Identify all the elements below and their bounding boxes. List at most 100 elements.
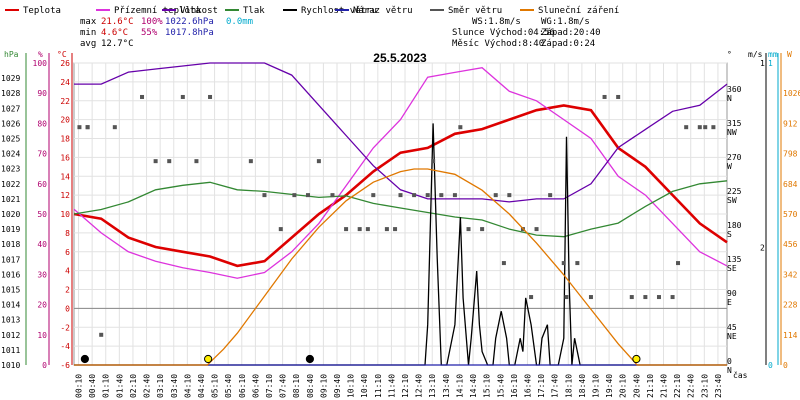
wind-direction-point — [643, 295, 648, 300]
stats-sun: Slunce Východ:04:56 — [452, 28, 555, 38]
wind-direction-point — [711, 125, 716, 130]
wind-direction-point — [458, 125, 463, 130]
hpa-tick-label: 1021 — [1, 195, 20, 204]
temp-tick-label: 12 — [60, 191, 70, 200]
grid — [73, 62, 728, 366]
temp-tick-label: -2 — [60, 323, 70, 332]
hpa-tick-label: 1015 — [1, 286, 20, 295]
x-tick-label: 20:40 — [632, 374, 641, 398]
stats-min-hum: 55% — [141, 28, 158, 38]
dir-tick-label: N — [727, 94, 732, 103]
x-tick-label: 19:40 — [605, 374, 614, 398]
tlak-line — [73, 180, 728, 238]
solar-tick-label: 912 — [783, 119, 798, 128]
hpa-tick-label: 1022 — [1, 180, 20, 189]
wind-direction-point — [167, 159, 172, 164]
wind-direction-point — [208, 94, 213, 99]
wind-direction-point — [501, 261, 506, 266]
wind-direction-point — [330, 193, 335, 198]
pct-tick-label: 20 — [37, 301, 47, 310]
wind-direction-point — [398, 193, 403, 198]
x-tick-label: 08:10 — [292, 374, 301, 398]
stats-wg: WG:1.8m/s — [541, 17, 590, 27]
hpa-tick-label: 1028 — [1, 89, 20, 98]
temp-tick-label: 8 — [65, 229, 70, 238]
hpa-tick-label: 1019 — [1, 225, 20, 234]
temp-tick-label: -6 — [60, 361, 70, 370]
wind-direction-point — [99, 332, 104, 337]
x-tick-label: 19:10 — [591, 374, 600, 398]
wind-direction-point — [697, 125, 702, 130]
wind-direction-point — [262, 193, 267, 198]
wind-direction-point — [425, 193, 430, 198]
wind-direction-point — [77, 125, 82, 130]
x-tick-label: 00:40 — [88, 374, 97, 398]
dir-tick-label: SW — [727, 196, 737, 205]
x-tick-label: 23:40 — [714, 374, 723, 398]
x-tick-label: 09:10 — [319, 374, 328, 398]
x-tick-label: 11:10 — [374, 374, 383, 398]
wind-direction-point — [588, 295, 593, 300]
wind-direction-point — [393, 227, 398, 232]
x-tick-label: 22:40 — [687, 374, 696, 398]
rain-tick-label: 0 — [768, 361, 773, 370]
x-tick-label: 03:10 — [156, 374, 165, 398]
solar-tick-label: 798 — [783, 150, 798, 159]
legend-label: Směr větru — [448, 6, 502, 16]
x-tick-label: 16:10 — [510, 374, 519, 398]
x-tick-label: 15:40 — [496, 374, 505, 398]
wind-direction-point — [153, 159, 158, 164]
vlhkost-line — [74, 62, 728, 203]
hpa-tick-label: 1025 — [1, 135, 20, 144]
temp-tick-label: 0 — [65, 304, 70, 313]
x-tick-label: 13:40 — [442, 374, 451, 398]
x-tick-label: 01:40 — [115, 374, 124, 398]
wind-direction-point — [112, 125, 117, 130]
wind-direction-point — [85, 125, 90, 130]
legend-label: Přízemní teplota — [114, 6, 201, 16]
x-tick-label: 05:40 — [224, 374, 233, 398]
wind-direction-point — [602, 94, 607, 99]
dir-tick-label: NE — [727, 332, 737, 341]
solar-tick-label: 0 — [783, 361, 788, 370]
temp-tick-label: 18 — [60, 135, 70, 144]
x-tick-label: 13:10 — [428, 374, 437, 398]
x-tick-label: 17:10 — [537, 374, 546, 398]
right-axes: ° m/s mm W0N45NE90E135SE180S225SW270W315NW3… — [727, 50, 800, 375]
stats-max-temp: 21.6°C — [101, 17, 134, 27]
legend-label: Vlhkost — [180, 6, 218, 16]
legend-label: Sluneční záření — [538, 5, 619, 16]
wind-direction-point — [670, 295, 675, 300]
temp-tick-label: 6 — [65, 248, 70, 257]
stats-min-temp: 4.6°C — [101, 28, 128, 38]
wind-direction-point — [507, 193, 512, 198]
wind-direction-point — [371, 193, 376, 198]
stats-panel: max 21.6°C 100% 1022.6hPa 0.0mm min 4.6°… — [80, 17, 601, 65]
x-tick-label: 07:40 — [279, 374, 288, 398]
stats-ws: WS:1.8m/s — [472, 17, 521, 27]
dir-axis-label: ° — [727, 50, 732, 59]
temp-tick-label: 20 — [60, 116, 70, 125]
hpa-tick-label: 1027 — [1, 104, 20, 113]
dir-tick-label: 135 — [727, 255, 742, 264]
solar-tick-label: 228 — [783, 301, 798, 310]
x-tick-label: 04:10 — [183, 374, 192, 398]
wind-direction-point — [180, 94, 185, 99]
x-tick-label: 10:10 — [347, 374, 356, 398]
x-tick-label: 16:40 — [523, 374, 532, 398]
x-axis: 00:10 00:40 01:10 01:40 02:10 02:40 03:10 03:40… — [75, 370, 748, 398]
pct-tick-label: 60 — [37, 180, 47, 189]
sunrise-marker — [204, 354, 213, 364]
wind-direction-point — [365, 227, 370, 232]
hpa-tick-label: 1024 — [1, 150, 20, 159]
x-tick-label: 08:40 — [306, 374, 315, 398]
x-tick-label: 02:40 — [143, 374, 152, 398]
wind-direction-point — [439, 193, 444, 198]
x-tick-label: 06:10 — [238, 374, 247, 398]
wind-tick-label: 2 — [760, 243, 765, 252]
stats-moonset: Západ:0:24 — [541, 39, 595, 49]
x-tick-label: 12:10 — [401, 374, 410, 398]
hpa-tick-label: 1023 — [1, 165, 20, 174]
wind-direction-point — [357, 227, 362, 232]
